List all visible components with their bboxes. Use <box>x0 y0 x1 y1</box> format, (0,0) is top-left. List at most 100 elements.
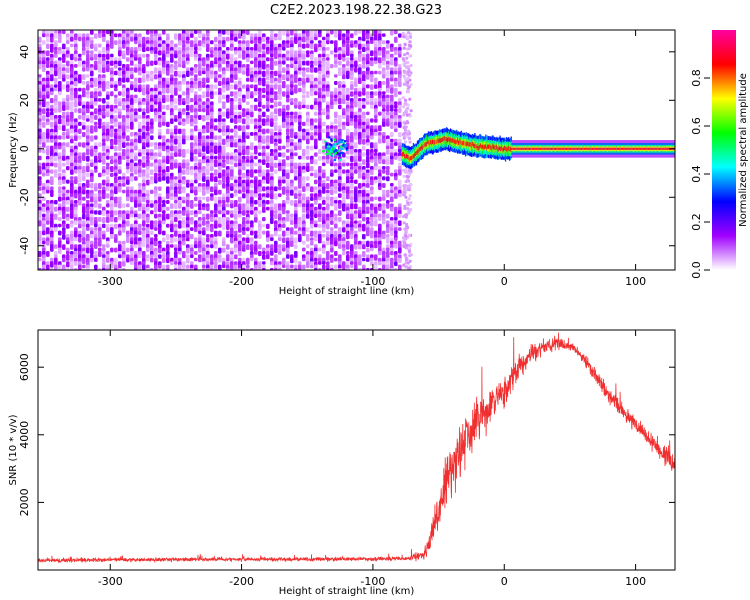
spectrogram-cell <box>74 142 78 146</box>
spectrogram-cell <box>94 91 98 96</box>
spectrogram-cell <box>86 210 90 215</box>
spectrogram-cell <box>106 108 110 113</box>
spectrogram-cell <box>134 145 138 151</box>
spectrogram-cell <box>146 172 150 179</box>
spectrogram-cell <box>358 261 362 266</box>
spectrogram-cell <box>142 67 146 74</box>
spectrogram-cell <box>50 247 54 252</box>
spectrogram-cell <box>326 268 330 270</box>
spectrogram-cell <box>118 145 122 151</box>
spectrogram-cell <box>322 264 326 270</box>
spectrogram-cell <box>338 217 342 222</box>
spectrogram-cell <box>146 247 150 253</box>
spectrogram-cell <box>206 87 210 92</box>
spectrogram-cell <box>282 74 286 81</box>
spectrogram-cell <box>286 196 290 201</box>
spectrogram-cell <box>130 159 134 164</box>
spectrogram-cell <box>78 108 82 114</box>
spectrogram-cell <box>298 87 302 93</box>
spectrogram-cell <box>150 135 154 140</box>
spectrogram-cell <box>162 70 166 75</box>
spectrogram-cell <box>198 33 202 39</box>
spectrogram-cell <box>226 172 230 177</box>
spectrogram-cell <box>310 261 314 265</box>
spectrogram-cell <box>42 30 46 35</box>
spectrogram-cell <box>278 251 282 255</box>
spectrogram-cell <box>404 180 408 184</box>
spectrogram-cell <box>222 101 226 106</box>
spectrogram-cell <box>94 227 98 231</box>
spectrogram-cell <box>322 196 326 201</box>
spectrogram-cell <box>114 200 118 204</box>
spectrogram-cell <box>290 145 294 150</box>
spectrogram-cell <box>238 186 242 191</box>
spectrogram-cell <box>150 77 154 82</box>
spectrogram-cell <box>330 189 334 196</box>
spectrogram-cell <box>358 183 362 189</box>
spectrogram-cell <box>38 251 42 258</box>
spectrogram-cell <box>82 115 86 121</box>
spectrogram-cell <box>342 169 346 174</box>
spectrogram-cell <box>342 162 346 167</box>
spectrogram-cell <box>278 64 282 68</box>
spectrogram-cell <box>94 53 98 61</box>
spectrogram-cell <box>206 47 210 52</box>
spectrogram-cell <box>134 220 138 225</box>
spectrogram-cell <box>50 179 54 186</box>
spectrogram-cell <box>122 77 126 83</box>
spectrogram-cell <box>82 189 86 195</box>
spectrogram-cell <box>78 128 82 134</box>
spectrogram-cell <box>374 118 378 123</box>
spectrogram-cell <box>298 101 302 106</box>
spectrogram-cell <box>366 142 370 146</box>
spectrogram-cell <box>278 261 282 265</box>
spectrogram-cell <box>78 98 82 103</box>
spectrogram-cell <box>174 179 178 184</box>
spectrogram-cell <box>90 203 94 208</box>
spectrogram-cell <box>322 128 326 134</box>
spectrogram-cell <box>58 36 62 43</box>
spectrogram-cell <box>130 104 134 109</box>
spectrogram-cell <box>178 94 182 99</box>
spectrogram-cell <box>326 47 330 51</box>
spectrogram-cell <box>250 227 254 231</box>
spectrogram-cell <box>94 257 98 262</box>
spectrogram-cell <box>94 203 98 208</box>
spectrogram-cell <box>218 247 222 254</box>
spectrogram-cell <box>146 142 150 148</box>
spectrogram-cell <box>394 36 398 43</box>
spectrogram-cell <box>342 264 346 269</box>
spectrogram-cell <box>262 203 266 208</box>
spectrogram-cell <box>310 240 314 246</box>
spectrogram-cell <box>130 234 134 239</box>
spectrogram-cell <box>182 91 186 96</box>
spectrogram-cell <box>250 50 254 55</box>
spectrogram-cell <box>126 179 130 185</box>
spectrogram-cell <box>286 210 290 214</box>
spectrogram-cell <box>58 57 62 61</box>
spectrogram-cell <box>46 220 50 225</box>
spectrogram-cell <box>58 223 62 228</box>
spectrogram-cell <box>306 33 310 38</box>
spectrogram-cell <box>362 121 366 126</box>
spectrogram-cell <box>210 227 214 233</box>
spectrogram-cell <box>310 186 314 193</box>
spectrogram-cell <box>250 247 254 252</box>
spectrogram-cell <box>94 145 98 150</box>
spectrogram-cell <box>238 162 242 167</box>
spectrogram-cell <box>78 87 82 92</box>
spectrogram-cell <box>70 36 74 42</box>
spectrogram-cell <box>178 128 182 135</box>
spectrogram-cell <box>138 70 142 76</box>
spectrogram-cell <box>110 200 114 205</box>
spectrogram-cell <box>130 36 134 42</box>
spectrogram-cell <box>386 145 390 150</box>
spectrogram-cell <box>70 244 74 250</box>
spectrogram-cell <box>374 244 378 249</box>
spectrogram-cell <box>290 213 294 218</box>
spectrogram-cell <box>154 67 158 74</box>
spectrogram-cell <box>130 240 134 245</box>
spectrogram-cell <box>346 213 350 220</box>
spectrogram-cell <box>174 247 178 252</box>
spectrogram-cell <box>202 220 206 226</box>
